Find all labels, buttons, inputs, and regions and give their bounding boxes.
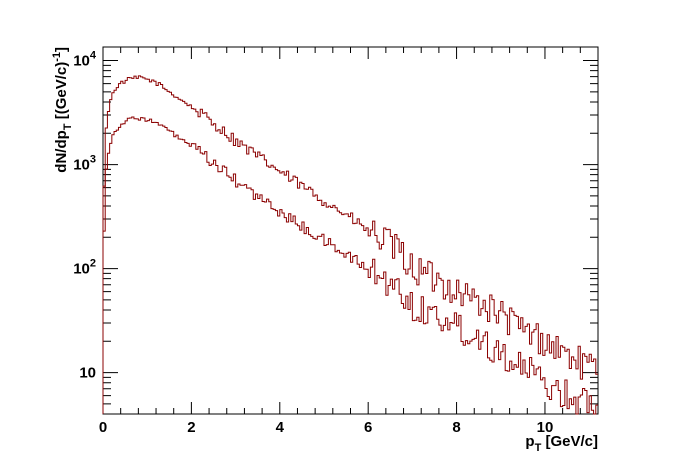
y-tick-label: 103 [73,154,96,174]
y-axis-title: dN/dpT [(GeV/c)-1] [51,47,74,173]
tick-marks [102,47,599,415]
x-tick-label: 8 [452,419,460,436]
x-axis-title: pT [GeV/c] [525,433,598,454]
y-tick-labels: 10 102 103 104 [73,50,97,382]
x-tick-label: 2 [187,419,195,436]
x-tick-label: 6 [364,419,372,436]
axis-ticks [102,47,599,415]
series-line [102,116,598,415]
x-tick-label: 10 [537,419,554,436]
y-tick-label: 102 [73,258,96,278]
y-tick-label: 10 [79,365,96,382]
series-layer [102,75,598,415]
x-tick-label: 0 [99,419,107,436]
x-tick-label: 4 [276,419,285,436]
series-line [102,75,598,414]
y-tick-label: 104 [73,50,97,70]
x-tick-labels: 0 2 4 6 8 10 [99,419,553,436]
plot-frame [102,46,599,415]
